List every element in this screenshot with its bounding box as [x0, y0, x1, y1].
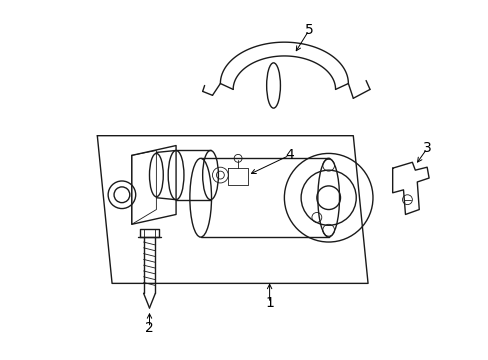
- Text: 4: 4: [285, 148, 293, 162]
- Text: 5: 5: [304, 23, 313, 37]
- Text: 3: 3: [422, 141, 430, 156]
- Text: 2: 2: [145, 321, 154, 335]
- Text: 1: 1: [264, 296, 273, 310]
